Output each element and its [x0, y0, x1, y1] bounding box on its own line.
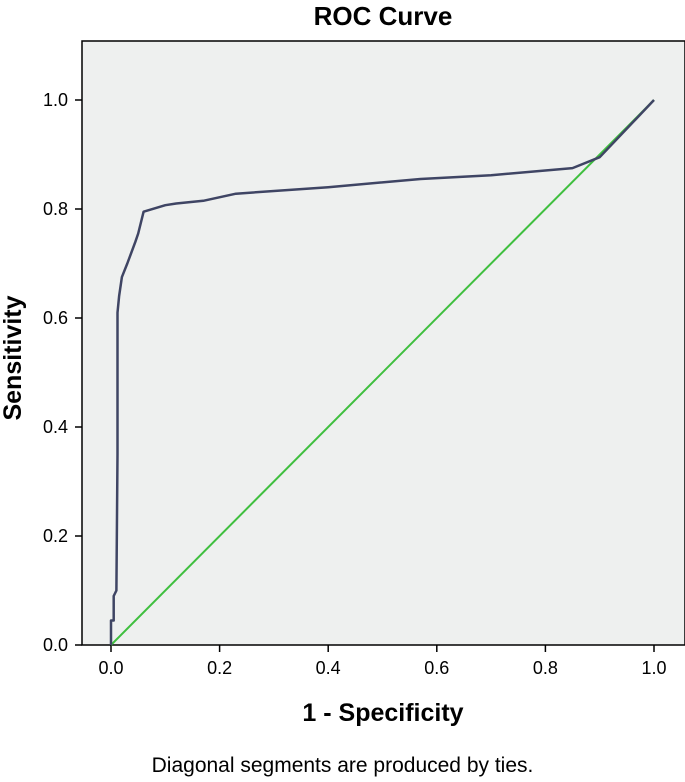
y-axis-label: Sensitivity: [0, 295, 27, 420]
y-tick-label: 0.4: [43, 417, 68, 437]
chart-title: ROC Curve: [314, 1, 453, 31]
x-tick-label: 0.0: [98, 658, 123, 678]
y-tick-label: 1.0: [43, 90, 68, 110]
x-tick-label: 0.8: [533, 658, 558, 678]
x-tick-label: 0.4: [316, 658, 341, 678]
y-tick-label: 0.2: [43, 526, 68, 546]
x-axis-ticks: 0.0 0.2 0.4 0.6 0.8 1.0: [98, 645, 667, 678]
x-tick-label: 1.0: [641, 658, 666, 678]
x-axis-label: 1 - Specificity: [302, 699, 463, 727]
footnote: Diagonal segments are produced by ties.: [151, 754, 534, 777]
series-layer: [109, 99, 655, 646]
roc-curve-line: [109, 99, 655, 645]
reference-diagonal-line: [110, 99, 655, 646]
plot-area: [81, 40, 685, 646]
y-tick-label: 0.6: [43, 308, 68, 328]
x-tick-label: 0.6: [424, 658, 449, 678]
y-tick-label: 0.8: [43, 199, 68, 219]
x-tick-label: 0.2: [207, 658, 232, 678]
y-tick-label: 0.0: [43, 635, 68, 655]
y-axis-ticks: 0.0 0.2 0.4 0.6 0.8 1.0: [43, 90, 82, 655]
